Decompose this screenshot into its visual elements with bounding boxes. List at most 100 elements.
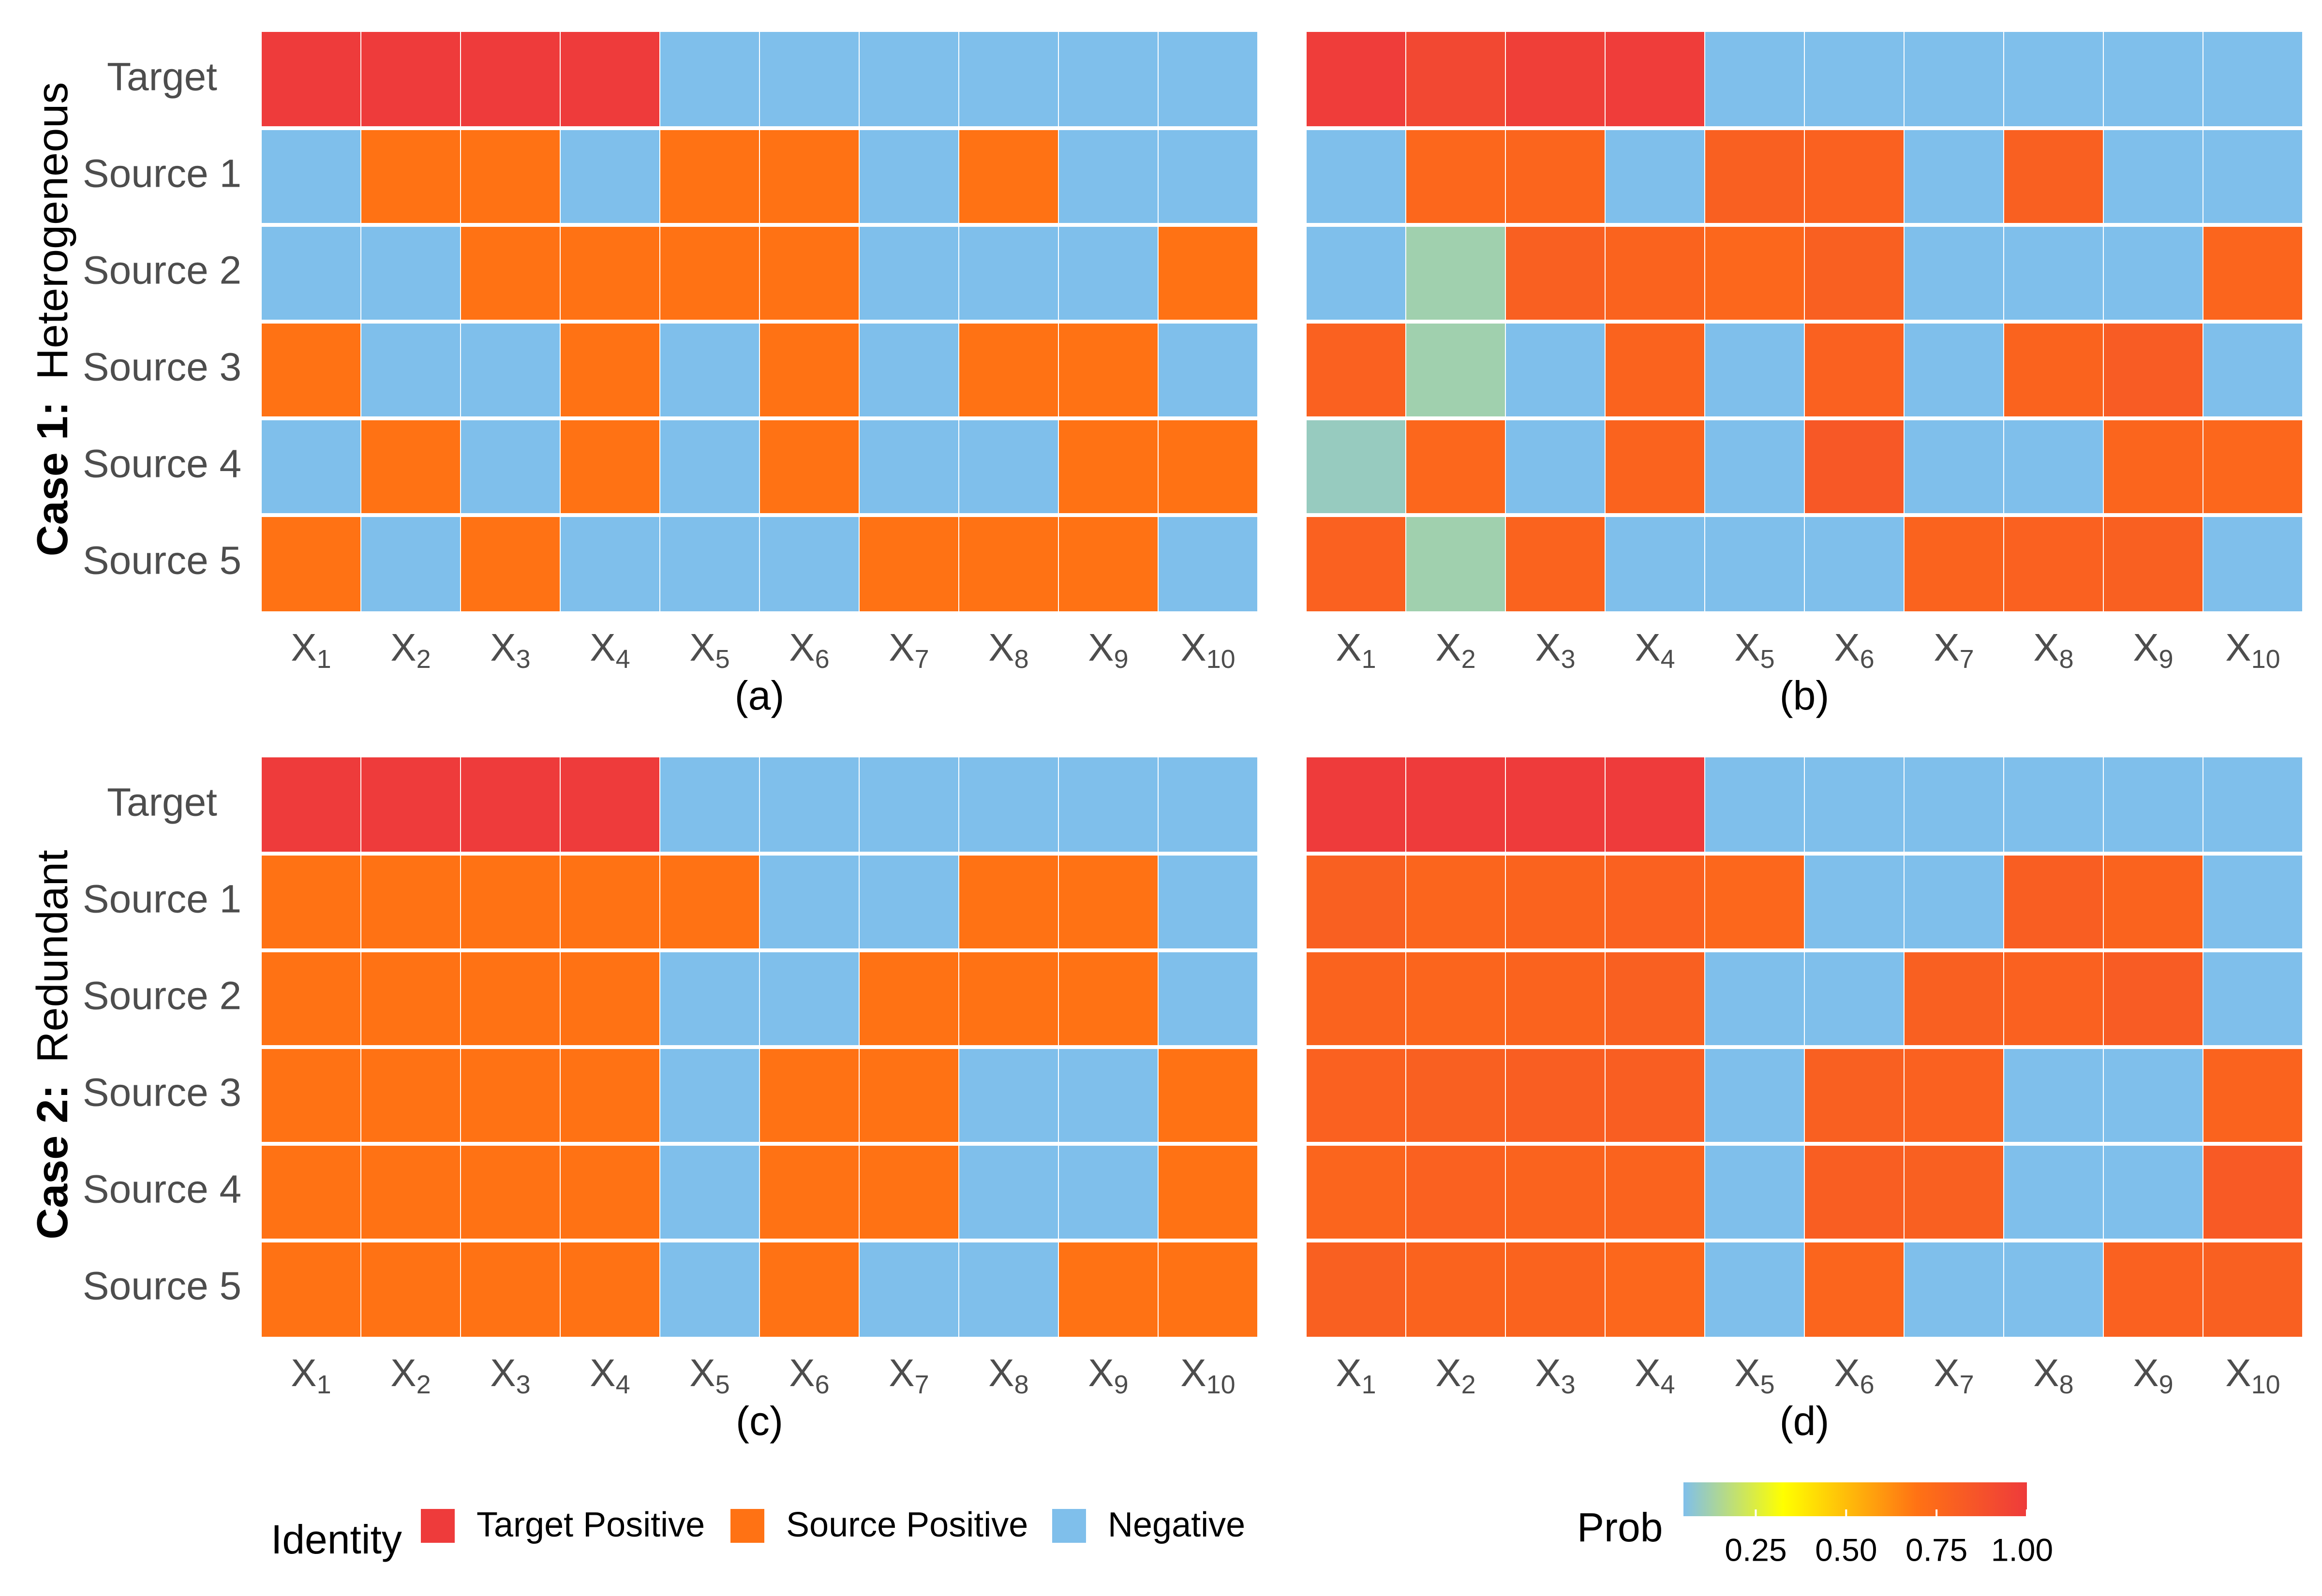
heatmap-cell bbox=[1704, 31, 1805, 129]
heatmap-cell bbox=[2103, 1143, 2203, 1241]
heatmap-cell bbox=[2103, 128, 2203, 225]
heatmap-cell bbox=[1306, 756, 1406, 854]
heatmap-cell bbox=[1704, 418, 1805, 516]
heatmap-cell bbox=[560, 418, 660, 516]
row-separator bbox=[261, 1045, 1258, 1049]
column-label: X10 bbox=[1180, 1351, 1235, 1399]
column-label: X6 bbox=[1834, 1351, 1874, 1399]
column-label-prefix: X bbox=[1635, 1351, 1660, 1394]
heatmap-cell bbox=[1605, 756, 1705, 854]
heatmap-cell bbox=[1804, 1047, 1905, 1144]
column-label: X6 bbox=[789, 626, 829, 674]
column-label: X7 bbox=[889, 1351, 929, 1399]
heatmap-cell bbox=[1704, 1240, 1805, 1338]
colorbar-gradient bbox=[1683, 1482, 2027, 1516]
column-label-subscript: 8 bbox=[2059, 645, 2074, 674]
heatmap-cell bbox=[1804, 418, 1905, 516]
legend-label-target-positive: Target Positive bbox=[476, 1506, 705, 1544]
heatmap-cell bbox=[1904, 756, 2004, 854]
heatmap-cell bbox=[1804, 853, 1905, 951]
column-label-prefix: X bbox=[1336, 1351, 1361, 1394]
heatmap-cell bbox=[1306, 418, 1406, 516]
column-label-subscript: 2 bbox=[1461, 645, 1476, 674]
column-label-subscript: 2 bbox=[1461, 1370, 1476, 1399]
heatmap-cell bbox=[1904, 128, 2004, 225]
heatmap-cell bbox=[1804, 31, 1905, 129]
column-label-subscript: 1 bbox=[317, 1370, 331, 1399]
heatmap-cell bbox=[759, 1143, 860, 1241]
heatmap-cell bbox=[759, 853, 860, 951]
heatmap-cell bbox=[1405, 418, 1506, 516]
column-label-prefix: X bbox=[689, 1351, 715, 1394]
heatmap-cell bbox=[1904, 515, 2004, 612]
heatmap-cell bbox=[2103, 1047, 2203, 1144]
row-label: Source 4 bbox=[83, 1167, 241, 1212]
heatmap-cell bbox=[1405, 31, 1506, 129]
heatmap-cell bbox=[360, 1047, 461, 1144]
colorbar-tick-label: 1.00 bbox=[1991, 1532, 2053, 1567]
column-label-prefix: X bbox=[2133, 626, 2158, 669]
column-label: X2 bbox=[1435, 626, 1475, 674]
heatmap-cell bbox=[859, 756, 959, 854]
column-label-prefix: X bbox=[1180, 1351, 1206, 1394]
column-label-prefix: X bbox=[1535, 626, 1561, 669]
row-separator bbox=[1306, 223, 2303, 227]
heatmap-cell bbox=[1158, 31, 1258, 129]
heatmap-cell bbox=[360, 31, 461, 129]
heatmap-cell bbox=[1158, 128, 1258, 225]
column-label-subscript: 6 bbox=[815, 645, 830, 674]
heatmap-cell bbox=[560, 853, 660, 951]
heatmap-cell bbox=[759, 224, 860, 322]
heatmap-cell bbox=[1904, 853, 2004, 951]
column-label-subscript: 9 bbox=[1114, 1370, 1129, 1399]
row-label: Source 1 bbox=[83, 877, 241, 921]
heatmap-cell bbox=[1804, 515, 1905, 612]
column-label: X4 bbox=[1635, 626, 1675, 674]
heatmap-cell bbox=[659, 853, 760, 951]
column-label-subscript: 2 bbox=[417, 1370, 431, 1399]
column-label-subscript: 1 bbox=[1362, 645, 1376, 674]
heatmap-cell bbox=[958, 224, 1059, 322]
column-label: X1 bbox=[1336, 1351, 1376, 1399]
column-label: X1 bbox=[291, 1351, 331, 1399]
heatmap-cell bbox=[360, 1240, 461, 1338]
column-label: X5 bbox=[689, 626, 729, 674]
heatmap-cell bbox=[360, 853, 461, 951]
column-label: X10 bbox=[2225, 1351, 2280, 1399]
row-separator bbox=[261, 1142, 1258, 1146]
heatmap-cell bbox=[2103, 756, 2203, 854]
column-label: X9 bbox=[2133, 626, 2173, 674]
heatmap-cell bbox=[1058, 31, 1159, 129]
column-label: X2 bbox=[390, 1351, 431, 1399]
column-label-prefix: X bbox=[490, 626, 516, 669]
column-label-prefix: X bbox=[1635, 626, 1660, 669]
heatmap-cell bbox=[1058, 321, 1159, 419]
heatmap-cell bbox=[1704, 1143, 1805, 1241]
row-separator bbox=[1306, 320, 2303, 324]
heatmap-cell bbox=[859, 128, 959, 225]
heatmap-cell bbox=[360, 321, 461, 419]
heatmap-cell bbox=[958, 418, 1059, 516]
row-label: Target bbox=[107, 781, 217, 825]
heatmap-cell bbox=[2203, 224, 2303, 322]
column-label-subscript: 8 bbox=[2059, 1370, 2074, 1399]
column-label-prefix: X bbox=[1734, 626, 1760, 669]
heatmap-cell bbox=[958, 321, 1059, 419]
heatmap-cell bbox=[1505, 1240, 1606, 1338]
column-label-prefix: X bbox=[1435, 626, 1461, 669]
heatmap-cell bbox=[1058, 1240, 1159, 1338]
column-label-subscript: 6 bbox=[815, 1370, 830, 1399]
heatmap-cell bbox=[2203, 1143, 2303, 1241]
heatmap-cell bbox=[2203, 128, 2303, 225]
column-label: X5 bbox=[689, 1351, 729, 1399]
heatmap-cell bbox=[1306, 1143, 1406, 1241]
heatmap-cell bbox=[2003, 128, 2104, 225]
column-label: X2 bbox=[1435, 1351, 1475, 1399]
row-separator bbox=[1306, 1142, 2303, 1146]
heatmap-cell bbox=[659, 1047, 760, 1144]
panel-label: (c) bbox=[736, 1398, 783, 1444]
heatmap-cell bbox=[2003, 1240, 2104, 1338]
column-label: X8 bbox=[988, 1351, 1028, 1399]
column-label-subscript: 2 bbox=[417, 645, 431, 674]
heatmap-cell bbox=[958, 853, 1059, 951]
